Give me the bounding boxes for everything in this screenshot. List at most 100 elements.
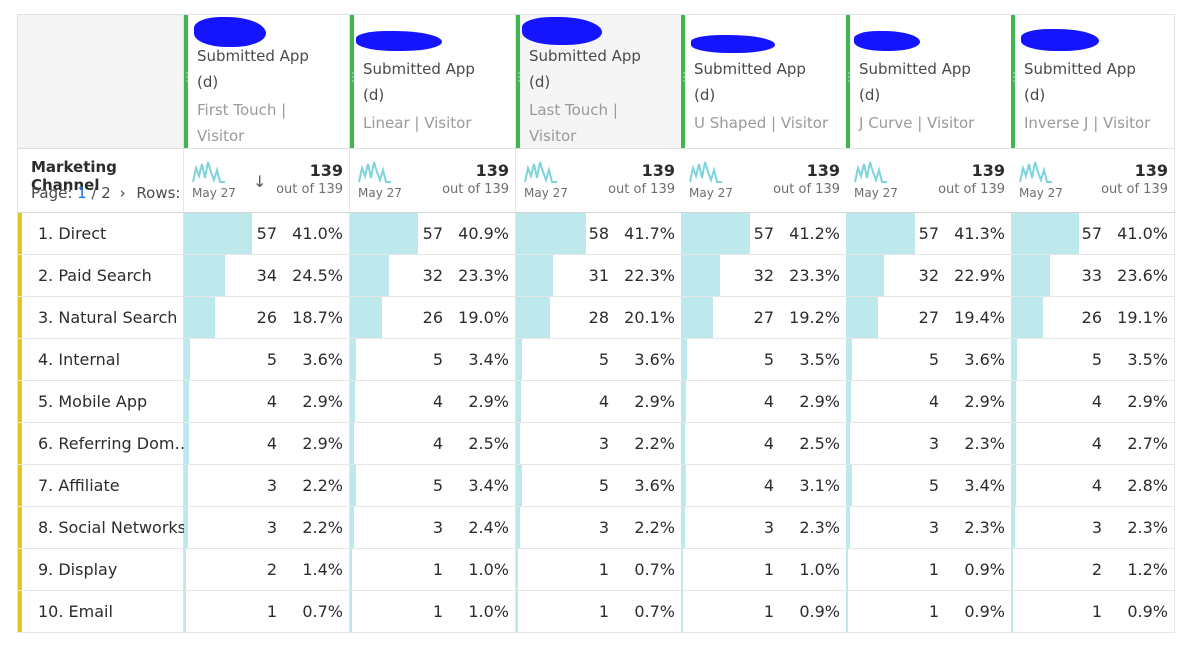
table-cell[interactable]: 3 2.3% [846,423,1012,465]
table-cell[interactable]: 1 1.0% [681,549,847,591]
drag-grip-icon[interactable] [518,72,520,74]
table-cell[interactable]: 5 3.4% [350,465,516,507]
table-cell[interactable]: 32 23.3% [681,255,847,297]
table-cell[interactable]: 57 41.2% [681,213,847,255]
table-cell[interactable]: 32 23.3% [350,255,516,297]
table-row-label[interactable]: 3. Natural Search [17,297,184,339]
table-cell[interactable]: 3 2.2% [516,423,682,465]
drag-grip-icon[interactable] [186,80,188,82]
metric-column-header[interactable]: Submitted App (d) Inverse J | Visitor [1011,14,1175,149]
rows-label[interactable]: Rows: [136,184,181,202]
table-cell[interactable]: 4 2.9% [184,423,350,465]
table-cell[interactable]: 3 2.3% [1011,507,1175,549]
drag-grip-icon[interactable] [683,80,685,82]
table-cell[interactable]: 1 0.9% [846,591,1012,633]
table-cell[interactable]: 5 3.6% [516,339,682,381]
table-cell[interactable]: 32 22.9% [846,255,1012,297]
table-cell[interactable]: 57 40.9% [350,213,516,255]
metric-column-header[interactable]: Submitted App (d) First Touch | Visitor [184,14,350,149]
table-cell[interactable]: 57 41.0% [184,213,350,255]
sparkline-icon[interactable] [524,158,558,184]
table-cell[interactable]: 1 0.7% [516,591,682,633]
table-cell[interactable]: 3 2.2% [516,507,682,549]
table-cell[interactable]: 4 2.9% [516,381,682,423]
drag-grip-icon[interactable] [848,80,850,82]
table-cell[interactable]: 5 3.4% [846,465,1012,507]
table-cell[interactable]: 3 2.2% [184,507,350,549]
page-current[interactable]: 1 [77,184,87,202]
table-cell[interactable]: 34 24.5% [184,255,350,297]
table-cell[interactable]: 33 23.6% [1011,255,1175,297]
table-row-label[interactable]: 10. Email [17,591,184,633]
table-cell[interactable]: 4 2.8% [1011,465,1175,507]
table-cell[interactable]: 5 3.5% [681,339,847,381]
table-cell[interactable]: 4 2.9% [184,381,350,423]
table-cell[interactable]: 4 3.1% [681,465,847,507]
sparkline-icon[interactable] [854,158,888,184]
table-cell[interactable]: 26 19.1% [1011,297,1175,339]
table-cell[interactable]: 4 2.9% [681,381,847,423]
table-cell[interactable]: 4 2.9% [846,381,1012,423]
table-cell[interactable]: 4 2.7% [1011,423,1175,465]
table-row-label[interactable]: 4. Internal [17,339,184,381]
table-cell[interactable]: 57 41.0% [1011,213,1175,255]
drag-grip-icon[interactable] [186,76,188,78]
drag-grip-icon[interactable] [352,72,354,74]
table-row-label[interactable]: 2. Paid Search [17,255,184,297]
table-cell[interactable]: 1 0.9% [846,549,1012,591]
table-cell[interactable]: 27 19.2% [681,297,847,339]
drag-grip-icon[interactable] [1013,72,1015,74]
table-cell[interactable]: 27 19.4% [846,297,1012,339]
table-cell[interactable]: 5 3.6% [846,339,1012,381]
table-row-label[interactable]: 8. Social Networks [17,507,186,549]
table-cell[interactable]: 1 0.7% [516,549,682,591]
table-cell[interactable]: 5 3.6% [516,465,682,507]
drag-grip-icon[interactable] [1013,80,1015,82]
table-cell[interactable]: 4 2.5% [681,423,847,465]
drag-grip-icon[interactable] [683,76,685,78]
table-cell[interactable]: 4 2.5% [350,423,516,465]
table-cell[interactable]: 3 2.3% [846,507,1012,549]
drag-grip-icon[interactable] [683,72,685,74]
drag-grip-icon[interactable] [1013,76,1015,78]
table-cell[interactable]: 57 41.3% [846,213,1012,255]
table-cell[interactable]: 28 20.1% [516,297,682,339]
table-cell[interactable]: 4 2.9% [1011,381,1175,423]
sparkline-icon[interactable] [192,158,226,184]
table-row-label[interactable]: 9. Display [17,549,184,591]
table-cell[interactable]: 5 3.5% [1011,339,1175,381]
table-cell[interactable]: 1 1.0% [350,549,516,591]
table-cell[interactable]: 1 0.9% [681,591,847,633]
metric-column-header[interactable]: Submitted App (d) J Curve | Visitor [846,14,1012,149]
table-cell[interactable]: 5 3.6% [184,339,350,381]
metric-column-header[interactable]: Submitted App (d) Last Touch | Visitor [516,14,682,149]
metric-column-header[interactable]: Submitted App (d) U Shaped | Visitor [681,14,847,149]
table-row-label[interactable]: 5. Mobile App [17,381,184,423]
table-cell[interactable]: 1 1.0% [350,591,516,633]
table-cell[interactable]: 3 2.2% [184,465,350,507]
sparkline-icon[interactable] [1019,158,1053,184]
sparkline-icon[interactable] [689,158,723,184]
drag-grip-icon[interactable] [186,72,188,74]
drag-grip-icon[interactable] [848,76,850,78]
next-page-icon[interactable]: › [119,184,126,202]
table-cell[interactable]: 2 1.4% [184,549,350,591]
table-cell[interactable]: 26 18.7% [184,297,350,339]
metric-column-header[interactable]: Submitted App (d) Linear | Visitor [350,14,516,149]
table-cell[interactable]: 3 2.3% [681,507,847,549]
drag-grip-icon[interactable] [518,80,520,82]
drag-grip-icon[interactable] [518,76,520,78]
drag-grip-icon[interactable] [352,80,354,82]
drag-grip-icon[interactable] [848,72,850,74]
table-cell[interactable]: 5 3.4% [350,339,516,381]
table-cell[interactable]: 1 0.7% [184,591,350,633]
sort-descending-icon[interactable]: ↓ [253,172,267,191]
table-cell[interactable]: 58 41.7% [516,213,682,255]
drag-grip-icon[interactable] [352,76,354,78]
table-cell[interactable]: 1 0.9% [1011,591,1175,633]
table-row-label[interactable]: 6. Referring Dom… [17,423,190,465]
table-cell[interactable]: 2 1.2% [1011,549,1175,591]
table-cell[interactable]: 3 2.4% [350,507,516,549]
table-cell[interactable]: 31 22.3% [516,255,682,297]
table-cell[interactable]: 26 19.0% [350,297,516,339]
